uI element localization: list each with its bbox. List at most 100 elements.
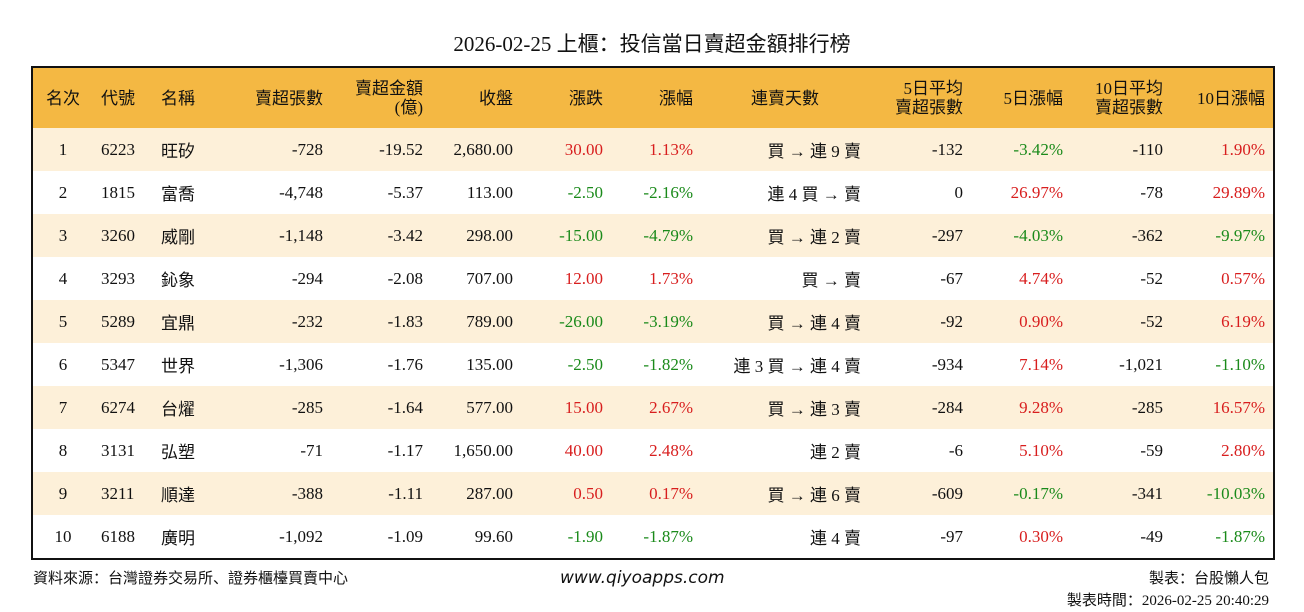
cell: -232 — [233, 300, 331, 343]
maker: 製表：台股懶人包 — [1148, 571, 1269, 587]
cell: 2.67% — [611, 386, 701, 429]
cell: -1.83 — [331, 300, 431, 343]
cell: -59 — [1140, 440, 1163, 460]
cell: 4 — [58, 268, 68, 288]
cell: -1,306 — [279, 354, 323, 374]
cell: 16.57% — [1171, 386, 1274, 429]
cell: -0.17% — [971, 472, 1071, 515]
cell: 買 → 連 2 賣 — [701, 214, 869, 257]
header-cell: 名次 — [32, 67, 93, 128]
row: 7 6274 台燿 -285 -1.64 577.00 15.00 2.67% 買 → 連 3 … — [32, 386, 1274, 429]
cell: 0.30% — [1019, 526, 1063, 546]
cell: -294 — [291, 268, 323, 288]
cell: 287.00 — [431, 472, 521, 515]
cell: 12.00 — [564, 268, 603, 288]
cell: 8 — [58, 440, 68, 460]
cell: -71 — [300, 440, 323, 460]
cell: -26.00 — [521, 300, 611, 343]
cell: 5 — [32, 300, 93, 343]
cell: 1.13% — [611, 128, 701, 171]
cell: 6223 — [93, 128, 153, 171]
header-cell: 連賣天數 — [701, 67, 869, 128]
cell: 5289 — [93, 300, 153, 343]
cell: -1.10% — [1215, 354, 1265, 374]
cell: 6.19% — [1171, 300, 1274, 343]
cell: 26.97% — [1010, 182, 1063, 202]
cell: -15.00 — [521, 214, 611, 257]
site: www.qiyoapps.com — [560, 568, 725, 588]
cell: -362 — [1071, 214, 1171, 257]
title: 2026-02-25 上櫃：投信當日賣超金額排行榜 — [453, 32, 851, 56]
cell: -3.42 — [331, 214, 431, 257]
cell: -609 — [869, 472, 971, 515]
cell: 707.00 — [466, 268, 513, 288]
cell: -1.64 — [331, 386, 431, 429]
cell: 7 — [32, 386, 93, 429]
cell: -97 — [940, 526, 963, 546]
cell: 台燿 — [153, 386, 233, 429]
cell: -67 — [940, 268, 963, 288]
cell: -10.03% — [1171, 472, 1274, 515]
cell: 1,650.00 — [453, 440, 514, 460]
header-cell: 收盤 — [431, 67, 521, 128]
cell: 0 — [954, 182, 964, 202]
cell: -78 — [1140, 182, 1163, 202]
header-cell: 代號 — [93, 67, 153, 128]
cell: -6 — [948, 440, 963, 460]
header-cell: 名稱 — [153, 67, 233, 128]
cell: 0.17% — [611, 472, 701, 515]
row: 2 1815 富喬 -4,748 -5.37 113.00 -2.50 -2.16% 連 4 買… — [32, 171, 1274, 214]
cell: 3131 — [101, 440, 135, 460]
cell: 0.57% — [1221, 268, 1265, 288]
cell: 3 — [32, 214, 93, 257]
cell: 連 2 賣 — [810, 443, 861, 462]
cell: 世界 — [161, 357, 195, 376]
cell: 連 4 賣 — [810, 529, 861, 548]
table-body: 1 6223 旺矽 -728 -19.52 2,680.00 30.00 1.13% 買 → 連… — [32, 128, 1274, 559]
cell: 2,680.00 — [431, 128, 521, 171]
cell: 5.10% — [1019, 440, 1063, 460]
cell: -2.16% — [643, 182, 693, 202]
cell: -285 — [233, 386, 331, 429]
cell: -4,748 — [279, 182, 323, 202]
header-cell: 漲幅 — [611, 67, 701, 128]
cell: 6188 — [101, 526, 135, 546]
cell: 4.74% — [1019, 268, 1063, 288]
cell: 鈊象 — [161, 271, 195, 290]
cell: 買 → 連 3 賣 — [701, 386, 869, 429]
cell: -1.11 — [331, 472, 431, 515]
cell: -3.19% — [611, 300, 701, 343]
cell: 買 → 連 9 賣 — [701, 128, 869, 171]
cell: -341 — [1071, 472, 1171, 515]
cell: 789.00 — [431, 300, 521, 343]
cell: 旺矽 — [153, 128, 233, 171]
cell: -1,092 — [279, 526, 323, 546]
cell: 弘塑 — [161, 443, 195, 462]
cell: 99.60 — [474, 526, 513, 546]
cell: -297 — [869, 214, 971, 257]
cell: 威剛 — [153, 214, 233, 257]
cell: -284 — [869, 386, 971, 429]
cell: -9.97% — [1171, 214, 1274, 257]
header-cell: 5日平均 賣超張數 — [869, 67, 971, 128]
cell: 9.28% — [971, 386, 1071, 429]
header-cell: 賣超張數 — [233, 67, 331, 128]
cell: 5347 — [101, 354, 135, 374]
cell: 買 → 賣 — [801, 271, 862, 290]
cell: 0.50 — [521, 472, 611, 515]
cell: 連 4 買 → 賣 — [767, 185, 862, 204]
cell: -2.50 — [567, 354, 603, 374]
cell: -1,021 — [1119, 354, 1163, 374]
source: 資料來源：台灣證券交易所、證券櫃檯買賣中心 — [33, 571, 349, 587]
header-row: 名次 代號 名稱 賣超張數 賣超金額 (億) 收盤 漲跌 漲幅 連賣天數 5日平均 賣超張數 5日漲… — [32, 67, 1274, 128]
cell: 連 3 買 → 連 4 賣 — [733, 357, 862, 376]
header-cell: 5日漲幅 — [971, 67, 1071, 128]
cell: 廣明 — [161, 529, 195, 548]
cell: -1.76 — [387, 354, 423, 374]
cell: 6274 — [93, 386, 153, 429]
ranking-table: 名次 代號 名稱 賣超張數 賣超金額 (億) 收盤 漲跌 漲幅 連賣天數 5日平均 賣超張數 5日漲… — [31, 66, 1275, 560]
cell: 買 → 連 6 賣 — [701, 472, 869, 515]
header-cell: 10日漲幅 — [1171, 67, 1274, 128]
cell: 1815 — [101, 182, 135, 202]
cell: -728 — [233, 128, 331, 171]
